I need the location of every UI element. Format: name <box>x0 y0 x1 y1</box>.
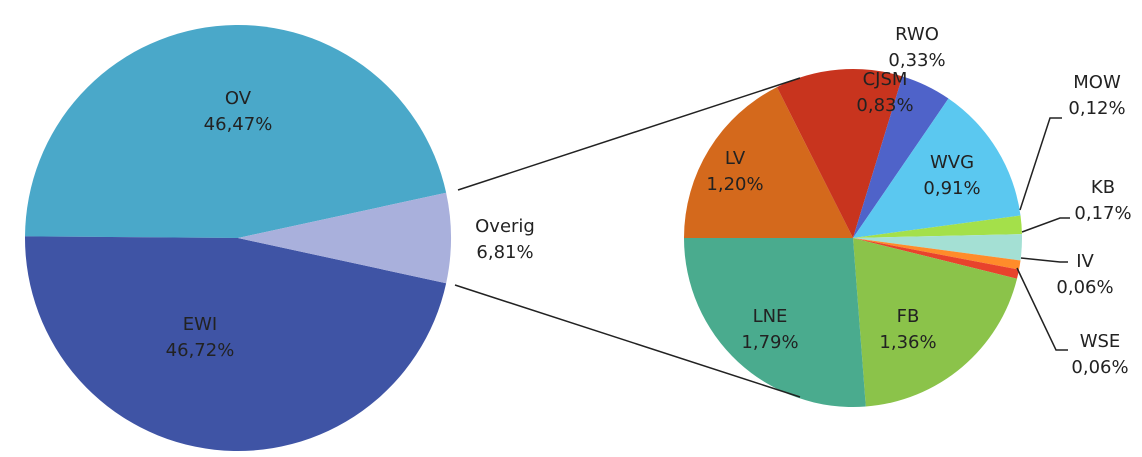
leader-line <box>1019 117 1062 211</box>
leader-line <box>1016 267 1068 351</box>
pie-slice <box>853 234 1022 261</box>
pie-slice <box>25 24 447 238</box>
slice-label: FB <box>897 306 920 327</box>
slice-value-label: 0,91% <box>923 178 980 199</box>
pie-slice <box>24 236 447 452</box>
slice-label: LNE <box>753 306 788 327</box>
slice-value-label: 46,72% <box>166 340 235 361</box>
slice-label: WSE <box>1080 331 1121 352</box>
pie-slice <box>853 238 1018 407</box>
leader-line <box>1020 257 1068 263</box>
slice-value-label: 1,79% <box>741 332 798 353</box>
slice-value-label: 0,33% <box>888 50 945 71</box>
slice-label: MOW <box>1073 72 1121 93</box>
pie-slice <box>238 192 452 284</box>
pie-slice <box>776 69 903 238</box>
slice-label: LV <box>725 148 746 169</box>
slice-label: WVG <box>930 152 974 173</box>
slice-label: Overig <box>475 216 535 237</box>
slice-label: EWI <box>183 314 217 335</box>
slice-value-label: 0,12% <box>1068 98 1125 119</box>
slice-value-label: 1,20% <box>706 174 763 195</box>
slice-value-label: 46,47% <box>204 114 273 135</box>
slice-value-label: 6,81% <box>476 242 533 263</box>
pie-slice <box>684 87 853 238</box>
slice-value-label: 0,06% <box>1056 277 1113 298</box>
pie-slice <box>853 76 949 238</box>
pie-slice <box>853 215 1022 238</box>
slice-value-label: 0,83% <box>856 95 913 116</box>
slice-value-label: 0,17% <box>1074 203 1131 224</box>
pie-slice <box>684 238 866 408</box>
slice-label: CJSM <box>863 69 908 90</box>
slice-value-label: 0,06% <box>1071 357 1128 378</box>
pie-slice <box>853 238 1020 279</box>
pie-slice <box>853 98 1021 238</box>
slice-label: IV <box>1076 251 1094 272</box>
connector-line <box>457 77 801 191</box>
slice-label: OV <box>225 88 252 109</box>
slice-label: RWO <box>895 24 939 45</box>
leader-line <box>1021 217 1070 233</box>
slice-label: KB <box>1091 177 1115 198</box>
connector-line <box>454 284 801 398</box>
pie-slice <box>853 238 1021 270</box>
slice-value-label: 1,36% <box>879 332 936 353</box>
